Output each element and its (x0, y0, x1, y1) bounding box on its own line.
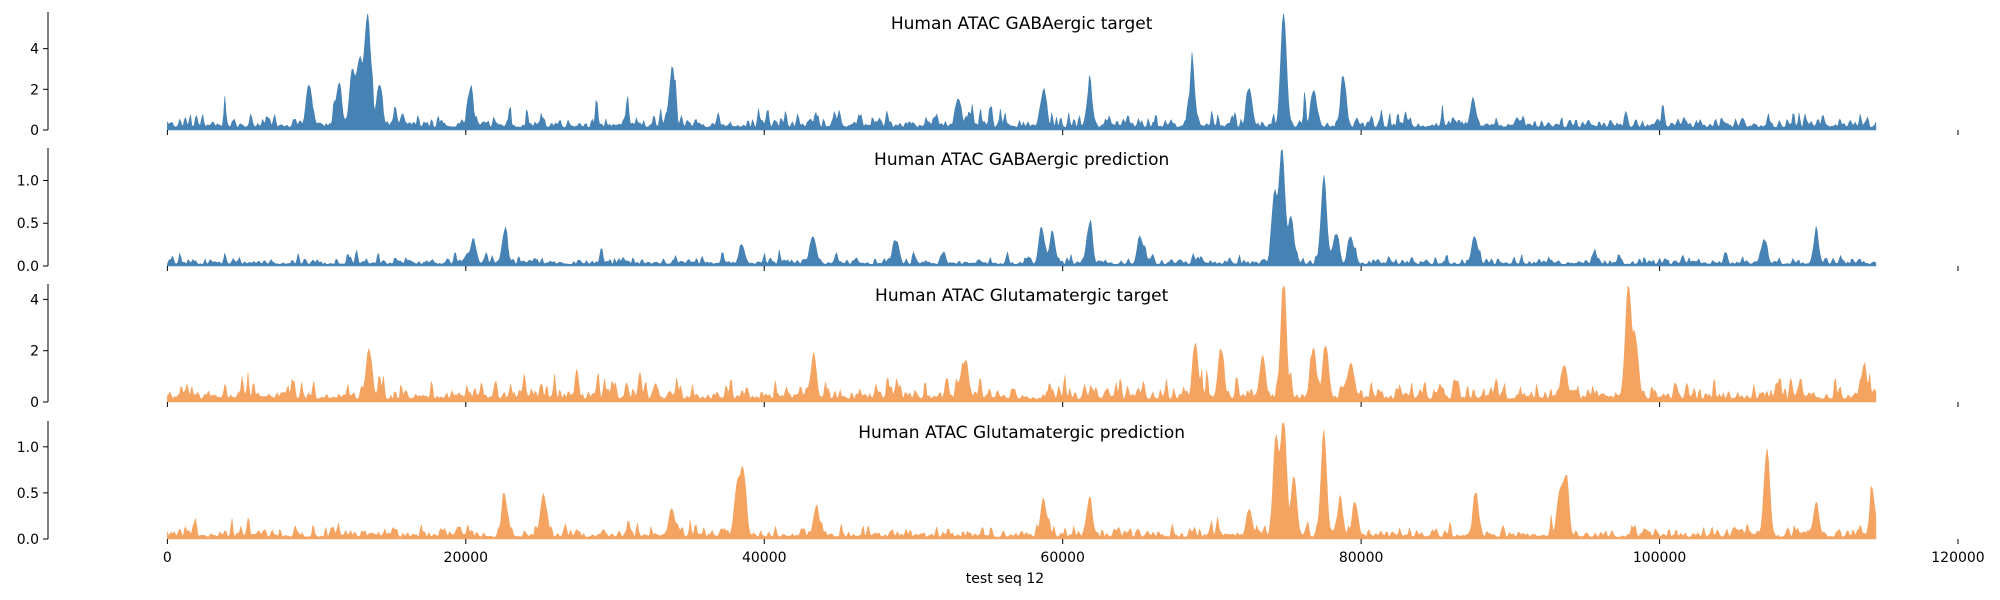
y-tick-label: 4 (30, 292, 39, 308)
y-tick-label: 4 (30, 42, 39, 58)
y-tick-label: 0.0 (17, 259, 39, 275)
x-tick-label: 40000 (742, 550, 787, 566)
y-tick-label: 1.0 (17, 173, 39, 189)
panel-title: Human ATAC GABAergic prediction (874, 150, 1169, 170)
y-tick-label: 0 (30, 123, 39, 139)
x-tick-label: 80000 (1339, 550, 1384, 566)
area-series-2 (167, 149, 1877, 267)
y-tick-label: 0.0 (17, 532, 39, 548)
x-axis-label: test seq 12 (966, 571, 1044, 587)
panel-title: Human ATAC Glutamatergic prediction (858, 423, 1185, 443)
panel-4: 0.0 0.5 1.0 Human ATAC Glutamatergic predic… (17, 421, 1959, 548)
panel-3: 0 2 4 Human ATAC Glutamatergic target (30, 284, 1959, 411)
y-tick-label: 2 (30, 344, 39, 360)
panel-title: Human ATAC GABAergic target (891, 14, 1153, 34)
x-tick-label: 20000 (444, 550, 489, 566)
x-tick-label: 120000 (1931, 550, 1984, 566)
panels: 0 2 4 Human ATAC GABAergic target 0.0 0.5 1.0 H… (17, 12, 1959, 548)
area-series-4 (167, 422, 1877, 540)
y-tick-label: 1.0 (17, 440, 39, 456)
y-tick-label: 0.5 (17, 486, 39, 502)
panel-2: 0.0 0.5 1.0 Human ATAC GABAergic prediction (17, 148, 1959, 275)
x-tick-label: 0 (163, 550, 172, 566)
y-tick-label: 0 (30, 395, 39, 411)
panel-title: Human ATAC Glutamatergic target (875, 286, 1169, 306)
y-tick-label: 2 (30, 82, 39, 98)
x-tick-label: 100000 (1633, 550, 1686, 566)
y-tick-label: 0.5 (17, 216, 39, 232)
x-tick-label: 60000 (1040, 550, 1085, 566)
panel-1: 0 2 4 Human ATAC GABAergic target (30, 12, 1959, 139)
area-series-1 (167, 13, 1877, 131)
area-series-3 (167, 284, 1877, 403)
x-axis: 0 20000 40000 60000 80000 100000 120000 (163, 550, 1985, 566)
